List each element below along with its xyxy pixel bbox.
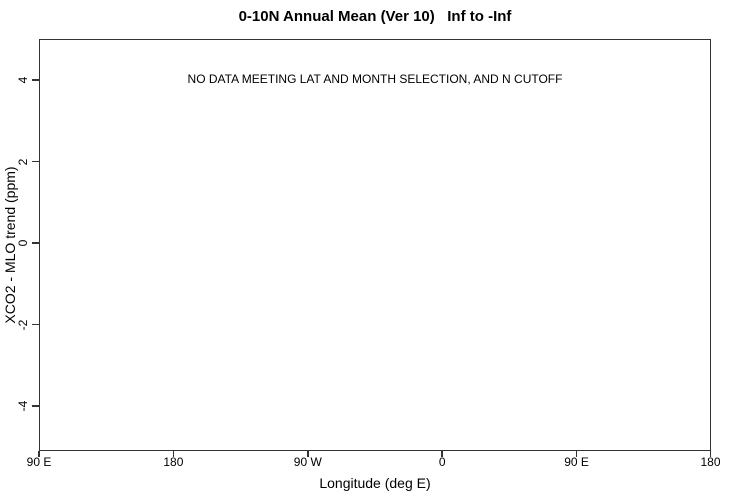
y-tick-mark [32,323,39,326]
y-tick-mark [32,242,39,244]
y-axis-label: XCO2 - MLO trend (ppm) [2,166,18,324]
x-tick-label: 0 [438,455,446,469]
no-data-message: NO DATA MEETING LAT AND MONTH SELECTION,… [187,72,563,86]
x-tick-mark [709,451,711,457]
x-axis-label: Longitude (deg E) [319,475,431,491]
x-tick-label: 90 E [564,455,589,469]
x-tick-mark [441,451,443,457]
y-tick-mark [32,405,39,407]
y-tick-label: 0 [16,239,30,247]
x-tick-label: 180 [163,455,184,469]
x-tick-label: 90 E [26,455,52,469]
x-tick-label: 90 W [293,455,322,469]
y-tick-label: 2 [16,158,30,165]
x-tick-mark [575,451,578,457]
x-tick-label: 180 [700,455,721,469]
x-tick-mark [38,451,40,457]
x-tick-mark [172,451,175,457]
plot-area [39,39,711,451]
chart-title: 0-10N Annual Mean (Ver 10) Inf to -Inf [238,8,512,25]
y-tick-label: -2 [16,319,30,330]
y-tick-mark [32,160,39,163]
y-tick-label: 4 [16,76,30,84]
x-tick-mark [307,451,309,457]
y-tick-mark [32,79,39,81]
y-tick-label: -4 [16,400,30,412]
